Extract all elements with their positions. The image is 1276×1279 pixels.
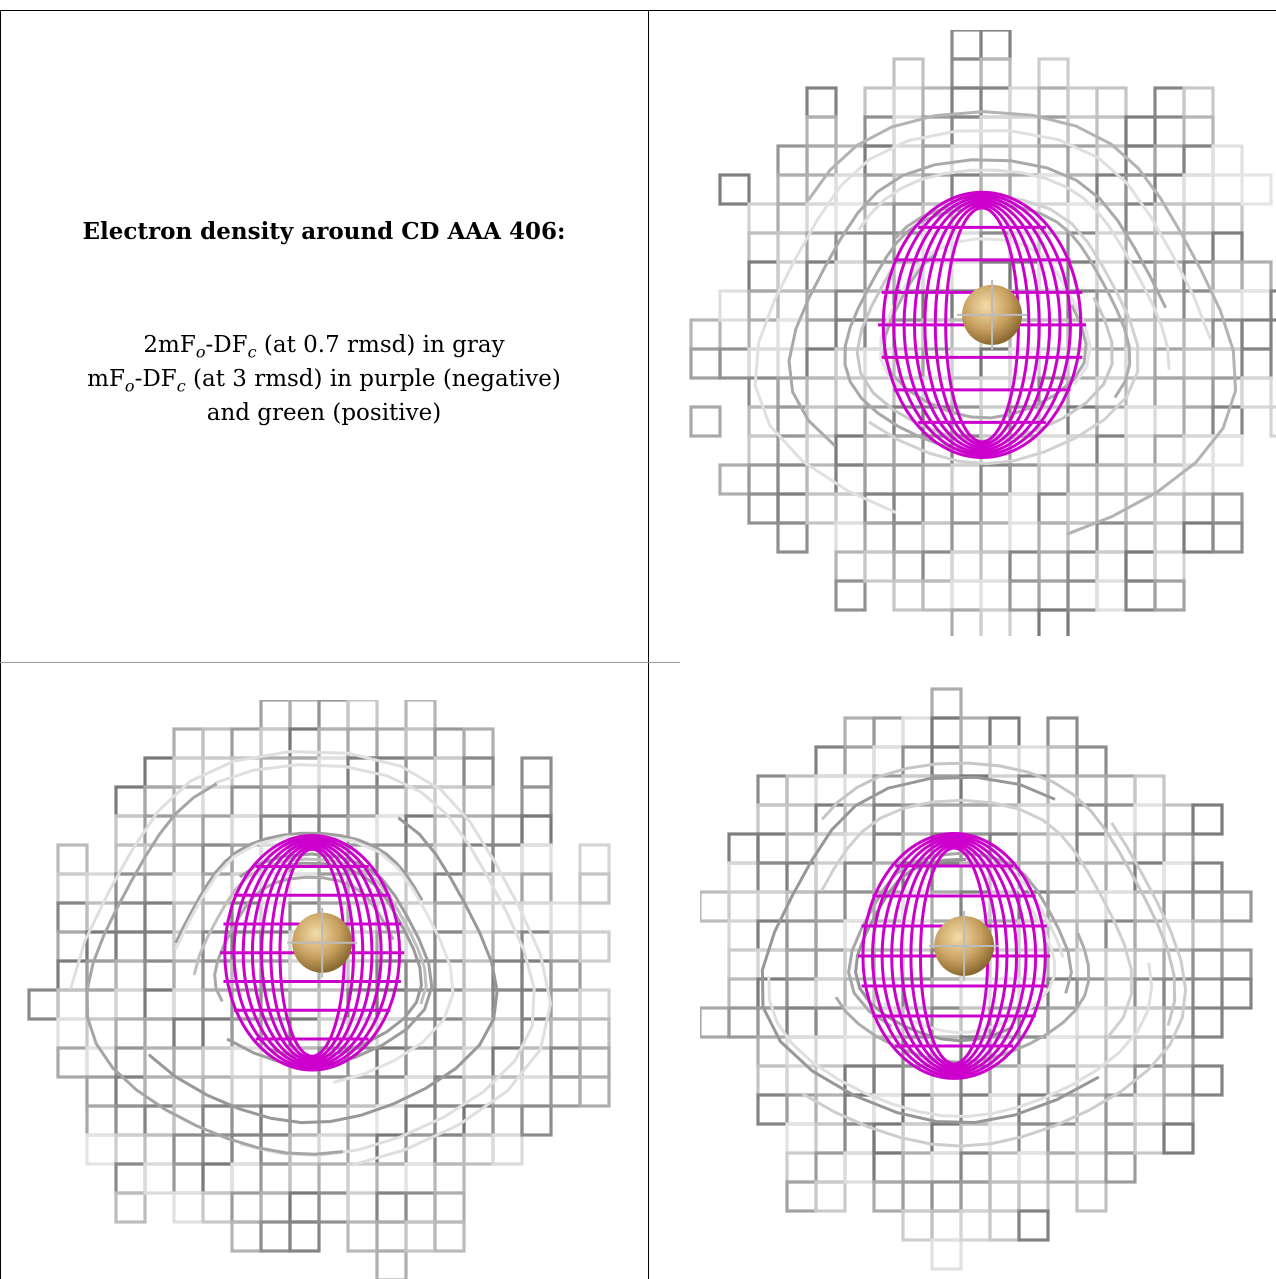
density-mesh-top-right	[689, 30, 1276, 636]
caption-line-2mfo-dfc: 2mFo-DFc (at 0.7 rmsd) in gray	[143, 332, 505, 362]
purple-density-cage	[878, 190, 1087, 459]
frame-top-rule	[0, 10, 1276, 11]
caption-title: Electron density around CD AAA 406:	[82, 218, 566, 245]
frame-left-rule	[0, 10, 1, 1279]
caption-line-mfo-dfc: mFo-DFc (at 3 rmsd) in purple (negative)	[87, 366, 561, 396]
density-mesh-bottom-left	[27, 700, 611, 1279]
density-view-top-right	[662, 30, 1276, 636]
gray-density-grid	[27, 700, 611, 1279]
frame-middle-vertical-rule	[648, 10, 649, 1279]
density-view-bottom-right	[700, 660, 1276, 1279]
frame-middle-horizontal-rule	[0, 662, 680, 663]
caption-panel: Electron density around CD AAA 406: 2mFo…	[0, 10, 648, 646]
caption-line-positive: and green (positive)	[206, 400, 442, 426]
density-view-bottom-left	[0, 700, 648, 1279]
purple-density-cage	[220, 833, 405, 1072]
density-mesh-bottom-right	[700, 687, 1253, 1271]
